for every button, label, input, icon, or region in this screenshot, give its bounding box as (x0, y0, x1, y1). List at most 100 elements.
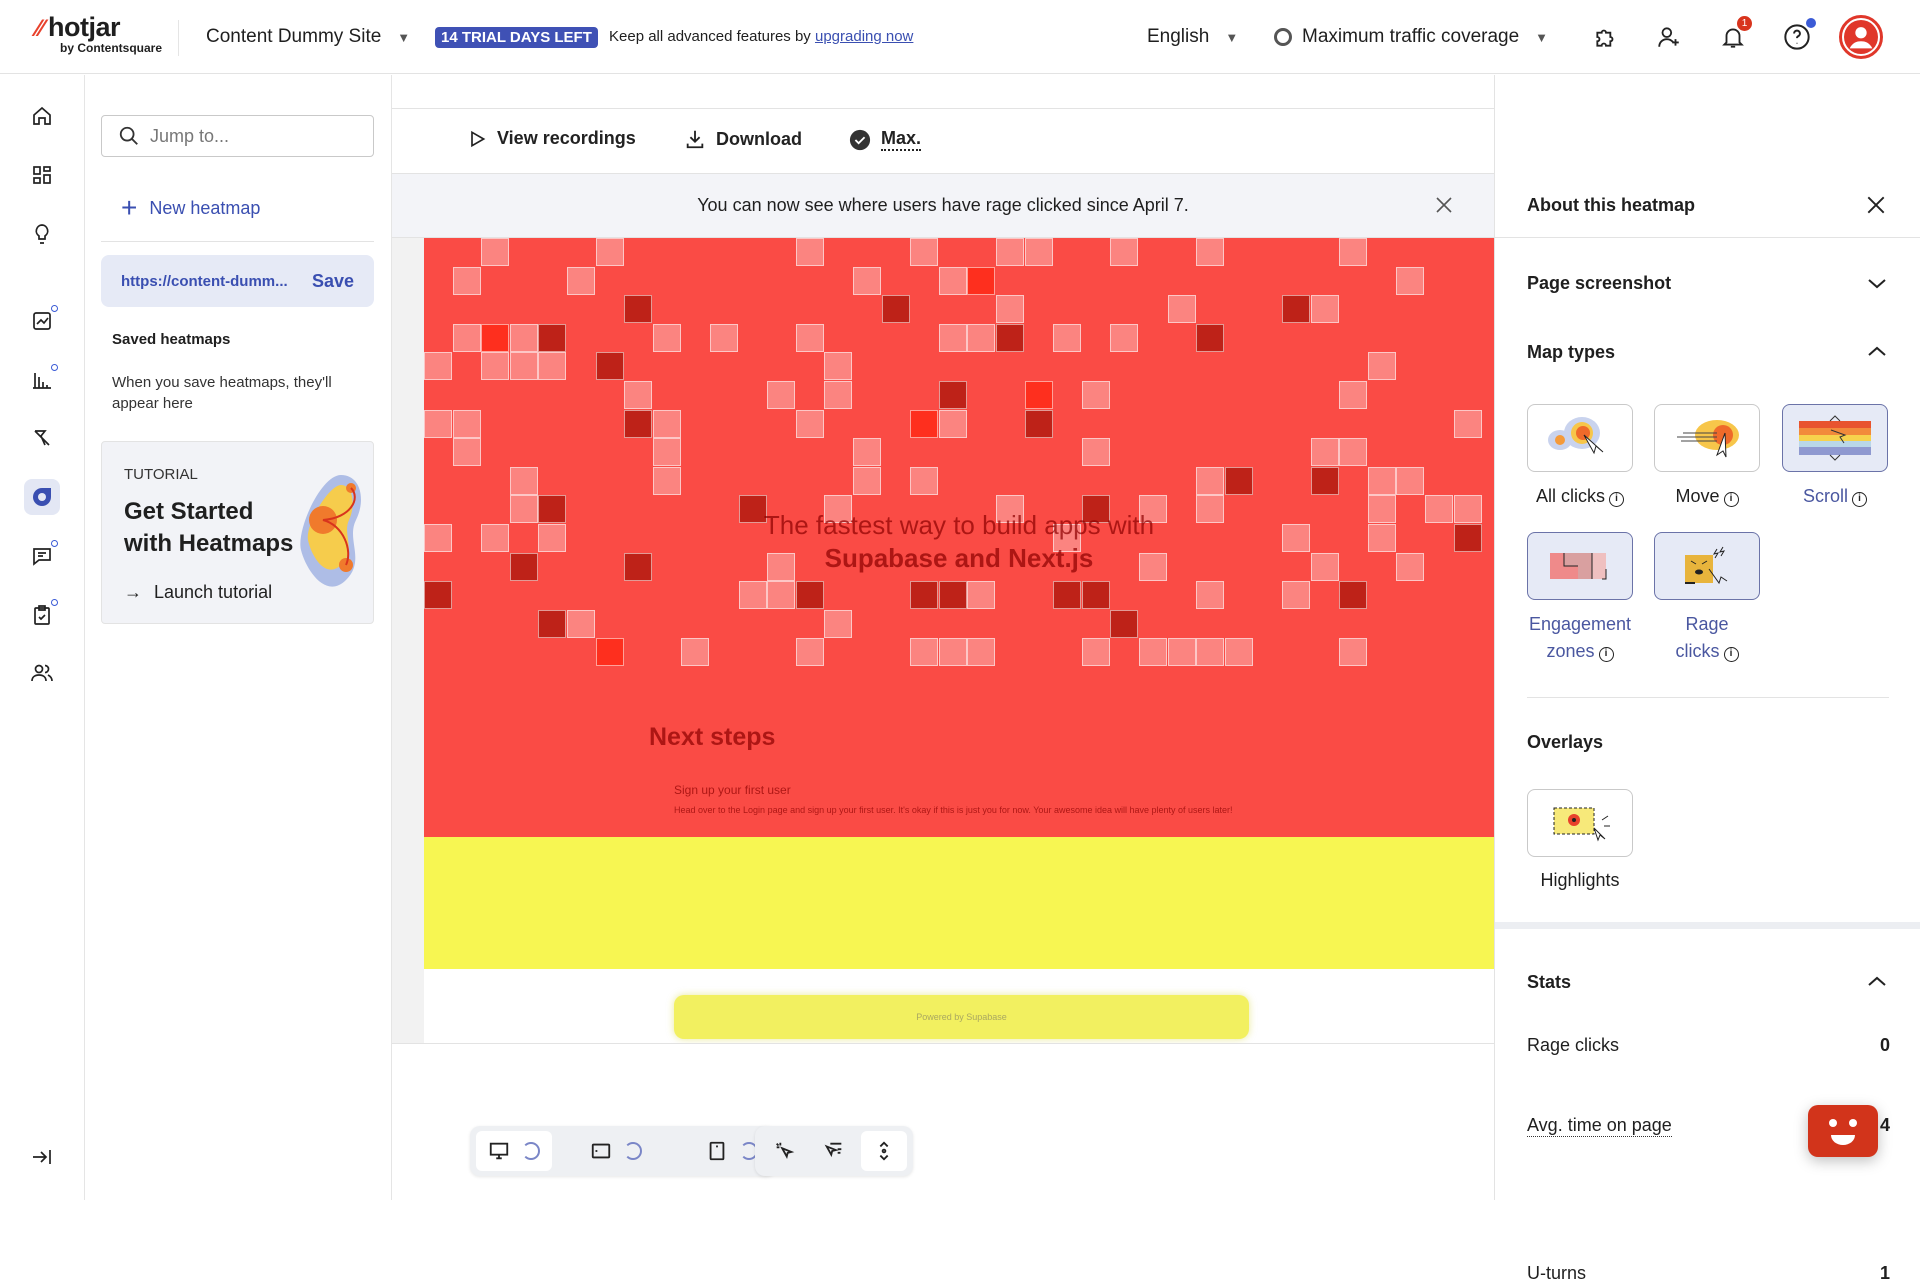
overlay-highlights[interactable] (1527, 789, 1633, 857)
stat-label[interactable]: Avg. time on page (1527, 1115, 1672, 1137)
heat-tile (824, 609, 853, 638)
heat-tile (795, 409, 824, 438)
nav-heatmaps[interactable] (24, 479, 60, 515)
help-button[interactable] (1782, 18, 1816, 52)
tutorial-card[interactable]: TUTORIAL Get Started with Heatmaps → Laun… (101, 441, 374, 624)
launch-tutorial-link[interactable]: → Launch tutorial (124, 582, 273, 602)
upgrade-text: Keep all advanced features by upgrading … (609, 28, 914, 45)
notifications-button[interactable]: 1 (1718, 16, 1752, 52)
heat-tile (1110, 609, 1139, 638)
saved-heatmaps-heading: Saved heatmaps (112, 331, 231, 348)
stat-value: 4 (1879, 1115, 1890, 1135)
recordings-icon (34, 430, 50, 446)
info-icon: i (1723, 647, 1739, 662)
map-type-engagement-zones[interactable] (1527, 532, 1633, 600)
traffic-coverage-selector[interactable]: Maximum traffic coverage ▼ (1274, 26, 1548, 48)
search-icon (119, 126, 138, 145)
heat-tile (424, 409, 452, 438)
upgrade-link[interactable]: upgrading now (814, 28, 914, 45)
clicks-map-button[interactable] (761, 1131, 807, 1171)
arrow-right-icon: → (124, 582, 142, 602)
hotjar-logo[interactable]: ⁄⁄ hotjar by Contentsquare (36, 12, 163, 55)
heat-tile (1110, 238, 1139, 266)
add-user-icon (1658, 27, 1679, 47)
heat-tile (767, 581, 796, 610)
site-selector[interactable]: Content Dummy Site ▼ (206, 26, 411, 47)
divider (1527, 697, 1889, 698)
close-panel-button[interactable] (1865, 194, 1887, 221)
dashboard-icon (33, 166, 51, 184)
chevron-up-icon[interactable] (1865, 340, 1889, 369)
page-screenshot-section[interactable]: Page screenshot (1527, 273, 1672, 293)
current-heatmap-item[interactable]: https://content-dumm... Save (101, 255, 374, 307)
new-heatmap-button[interactable]: + New heatmap (121, 192, 261, 223)
map-type-scroll[interactable] (1782, 404, 1888, 472)
map-type-all-clicks[interactable] (1527, 404, 1633, 472)
nav-dashboards[interactable] (24, 157, 60, 193)
nav-home[interactable] (24, 98, 60, 134)
user-avatar[interactable] (1839, 15, 1883, 59)
heat-tile (1339, 438, 1368, 467)
download-button[interactable]: Download (684, 128, 802, 150)
feedback-chat-button[interactable] (1808, 1105, 1878, 1157)
nav-insights[interactable] (24, 216, 60, 252)
heat-tile (938, 409, 967, 438)
nav-funnels[interactable] (24, 362, 60, 398)
heat-tile (538, 495, 567, 524)
heat-tile (1196, 638, 1225, 667)
heat-tile (853, 266, 881, 295)
map-types-section[interactable]: Map types (1527, 342, 1616, 362)
map-type-label: Move i (1642, 483, 1772, 510)
scroll-heatmap-canvas[interactable]: The fastest way to build apps with Supab… (424, 238, 1494, 1043)
language-selector[interactable]: English ▼ (1147, 26, 1239, 47)
heatmap-illustration-icon (300, 475, 361, 587)
tablet-view-button[interactable] (578, 1131, 654, 1171)
heat-tile (652, 323, 681, 352)
heat-tile (452, 409, 481, 438)
close-banner-button[interactable] (1434, 195, 1454, 221)
nav-interviews[interactable] (24, 655, 60, 691)
nav-recordings[interactable] (24, 420, 60, 456)
integrations-button[interactable] (1591, 22, 1621, 52)
rage-clicks-icon (1685, 546, 1728, 585)
caret-down-icon: ▼ (397, 30, 411, 45)
chevron-up-icon[interactable] (1865, 970, 1889, 999)
desktop-view-button[interactable] (476, 1131, 552, 1171)
bar-chart-icon (33, 373, 51, 389)
map-type-move[interactable] (1654, 404, 1760, 472)
map-type-label: All clicks i (1515, 483, 1645, 510)
nav-feedback[interactable] (24, 538, 60, 574)
plus-icon: + (121, 192, 138, 223)
heatmap-gutter (392, 238, 424, 1043)
nav-trends[interactable] (24, 303, 60, 339)
map-type-label: Scroll i (1770, 483, 1900, 510)
heat-tile (938, 381, 967, 409)
overlay-label: Highlights (1540, 870, 1620, 890)
heat-tile (1196, 466, 1225, 495)
move-map-button[interactable] (811, 1131, 857, 1171)
heat-tile (1453, 409, 1482, 438)
max-coverage-indicator[interactable]: Max. (849, 128, 922, 151)
chevron-down-icon[interactable] (1865, 271, 1889, 300)
heat-tile (624, 381, 653, 409)
jump-to-search[interactable]: Jump to... (101, 115, 374, 157)
heat-tile (938, 638, 967, 667)
heat-tile (1339, 638, 1368, 667)
expand-sidebar-button[interactable] (24, 1139, 60, 1175)
section-divider (1495, 922, 1920, 929)
heat-tile (1081, 581, 1110, 610)
map-type-rage-clicks[interactable] (1654, 532, 1760, 600)
heat-tile (996, 295, 1024, 324)
heat-tile (1167, 295, 1196, 324)
stats-section[interactable]: Stats (1527, 972, 1572, 992)
heat-tile (567, 609, 595, 638)
save-button[interactable]: Save (311, 270, 354, 291)
play-icon (471, 130, 486, 147)
scroll-map-button[interactable] (861, 1131, 907, 1171)
heat-tile (738, 495, 767, 524)
info-icon: i (1609, 492, 1624, 507)
heat-tile (1396, 266, 1425, 295)
view-recordings-button[interactable]: View recordings (467, 128, 636, 149)
nav-surveys[interactable] (24, 597, 60, 633)
invite-user-button[interactable] (1654, 22, 1684, 52)
